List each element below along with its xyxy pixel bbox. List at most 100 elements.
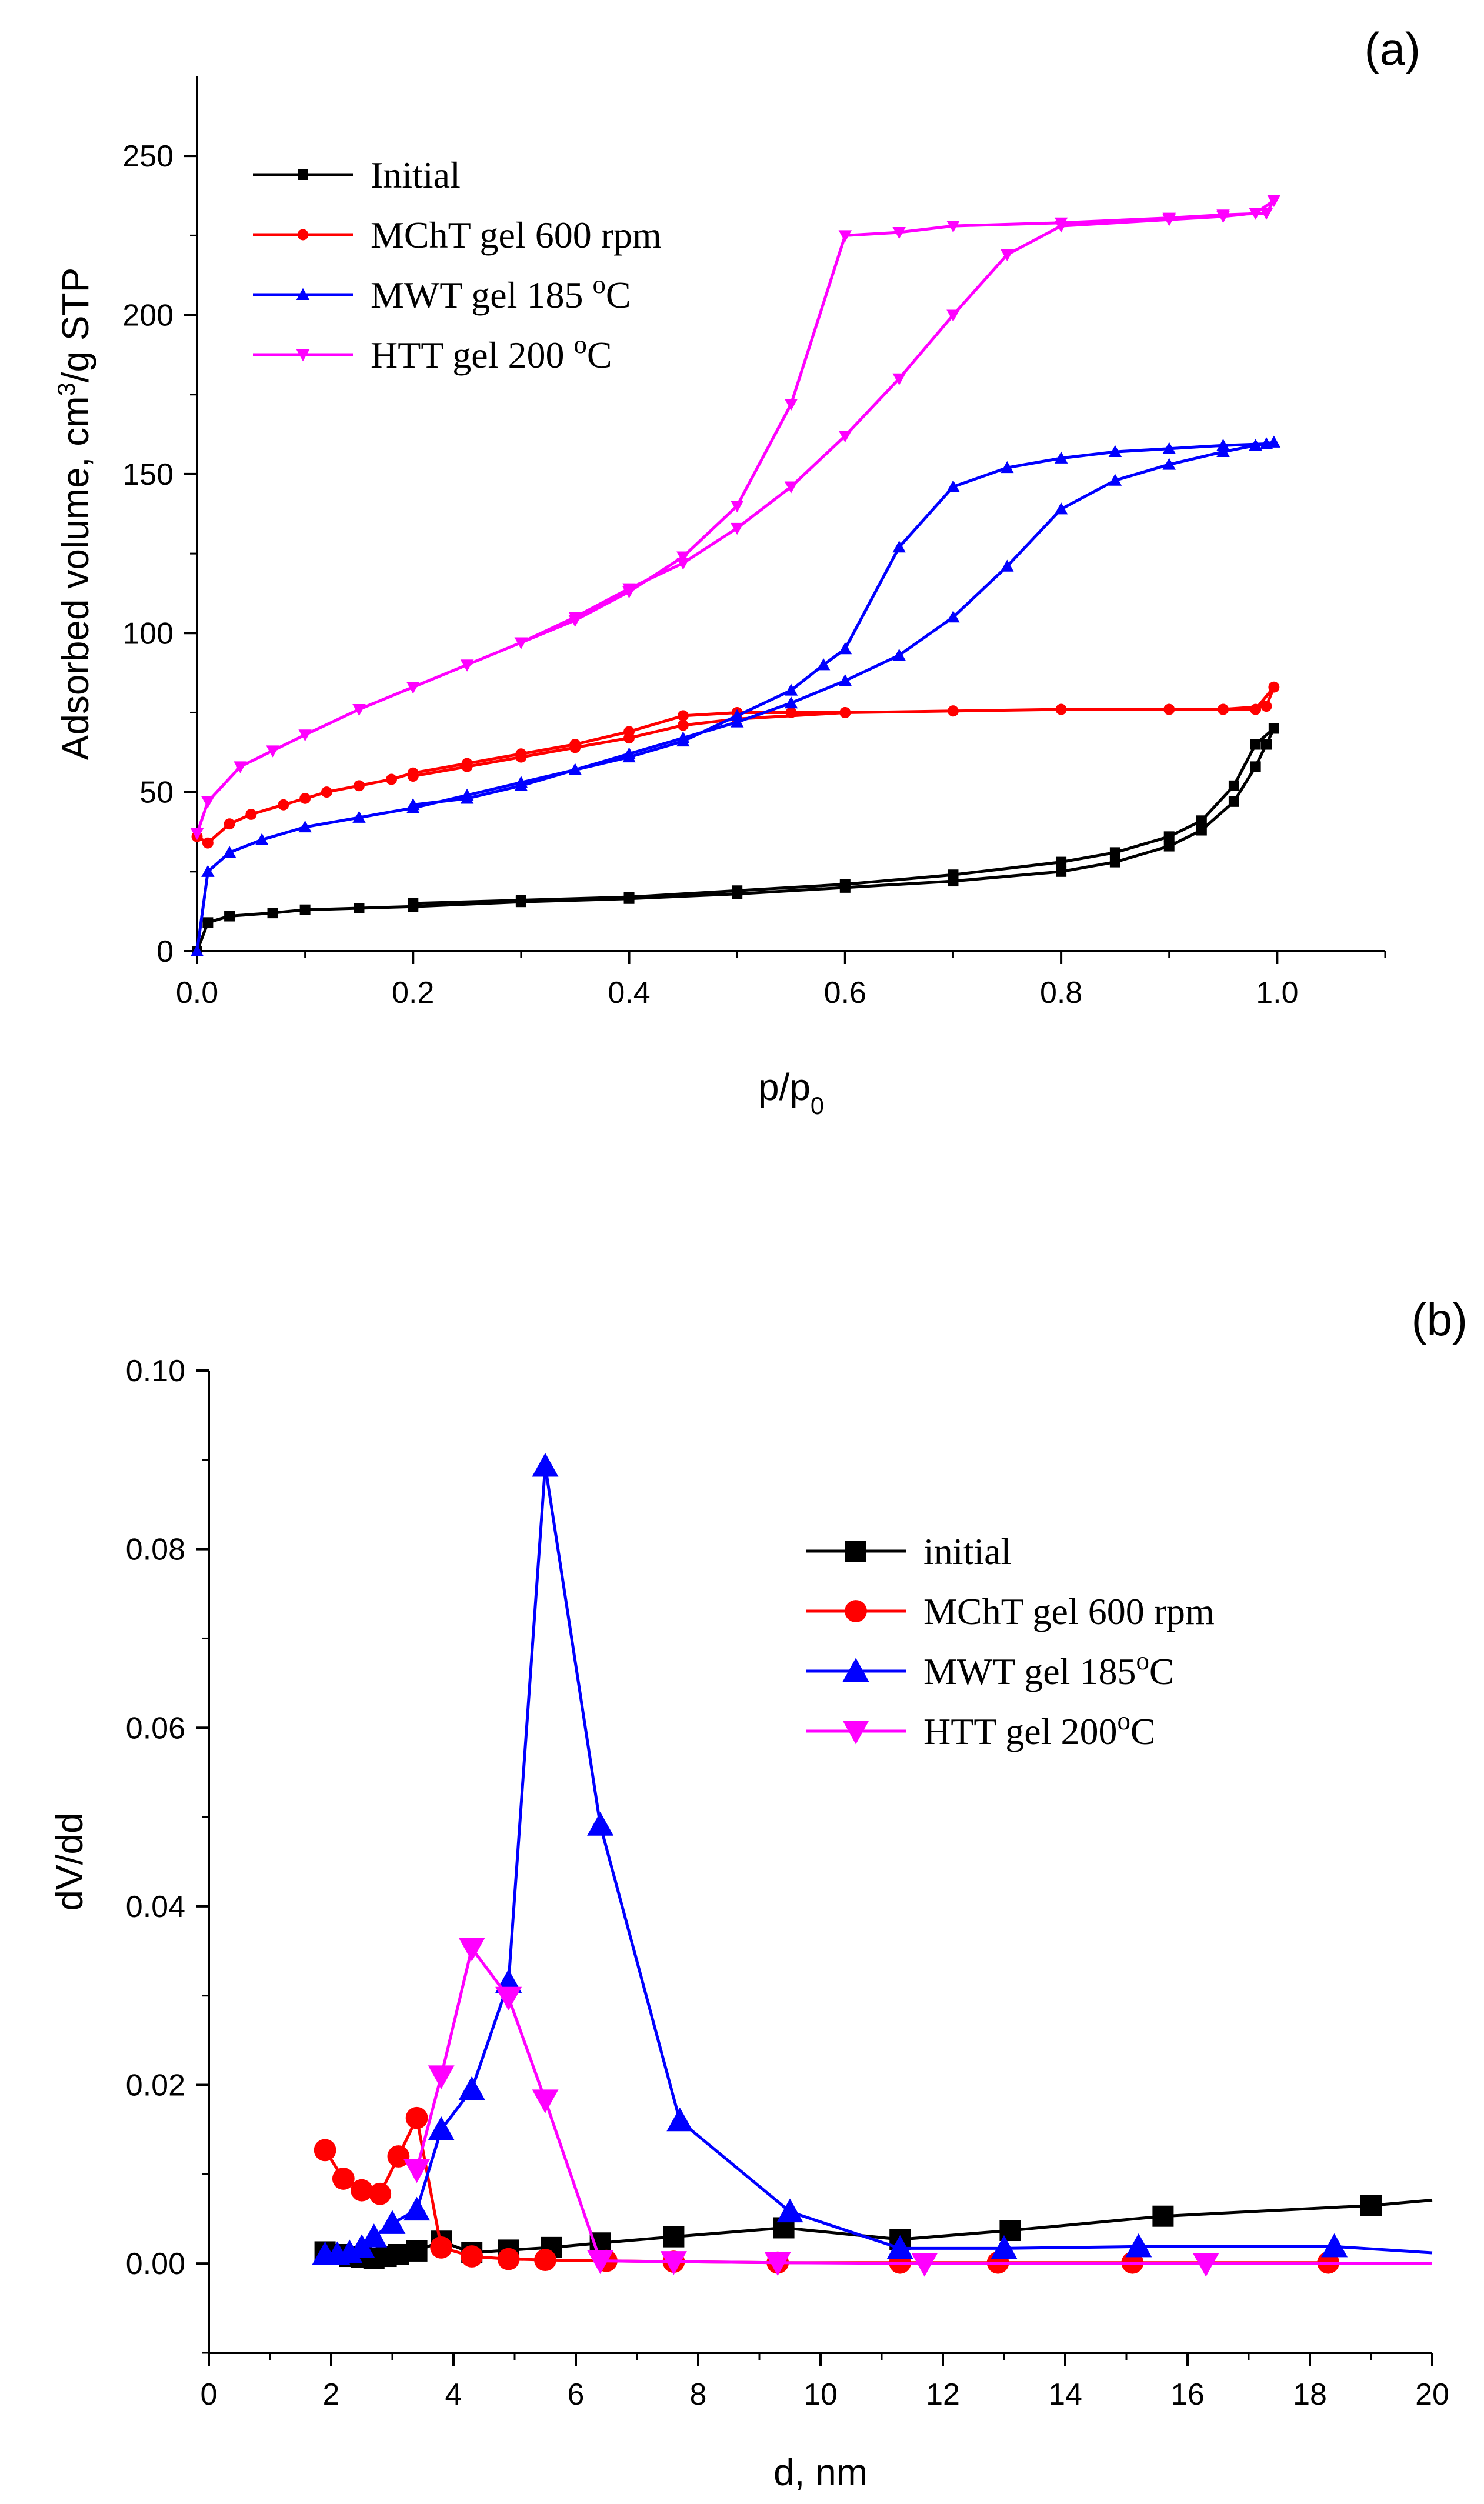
data-point — [568, 612, 582, 624]
series-mwt-gel-185oc — [312, 1452, 1433, 2265]
data-point — [677, 719, 689, 731]
data-point — [892, 226, 906, 239]
data-point — [428, 2116, 455, 2140]
data-point — [784, 696, 798, 709]
data-point — [1321, 2233, 1348, 2258]
data-point — [1108, 445, 1122, 458]
x-tick-label: 4 — [445, 2378, 462, 2412]
axes-b: 0.00 0.02 0.04 0.06 0.08 0.10 0 2 4 6 8 10 12 14 16 18 2… — [126, 1354, 1449, 2412]
data-point — [730, 709, 744, 721]
series-initial — [192, 723, 1279, 956]
data-point — [892, 373, 906, 385]
data-point — [1360, 2195, 1382, 2216]
data-point — [946, 221, 960, 233]
data-point — [1001, 559, 1014, 572]
data-point — [1268, 723, 1279, 734]
data-point — [495, 1986, 522, 2011]
data-point — [838, 674, 852, 686]
data-point — [354, 903, 365, 914]
panel-label: (b) — [1412, 1293, 1468, 1345]
legend-label: HTT gel 200oC — [923, 1706, 1156, 1752]
data-point — [299, 793, 311, 804]
data-point — [1216, 445, 1230, 458]
data-point — [514, 779, 528, 791]
y-tick-label: 0.02 — [126, 2069, 185, 2103]
data-point — [222, 846, 236, 858]
data-point — [784, 481, 798, 494]
data-point — [1163, 703, 1175, 715]
data-point — [666, 2107, 693, 2132]
data-point — [623, 732, 635, 744]
y-tick-label: 50 — [139, 776, 174, 810]
data-point — [732, 885, 743, 896]
data-point — [991, 2235, 1018, 2259]
data-point — [838, 642, 852, 655]
data-point — [388, 2244, 409, 2265]
data-point — [461, 761, 473, 772]
data-point — [569, 742, 581, 753]
data-point — [202, 917, 214, 928]
data-point — [1228, 780, 1239, 791]
data-point — [839, 879, 851, 890]
legend-b: initial MChT gel 600 rpm MWT gel 185oC HTT … — [806, 1531, 1215, 1752]
y-tick-label: 0.10 — [126, 1354, 185, 1388]
legend-marker — [842, 1658, 869, 1682]
data-point — [1196, 815, 1207, 826]
data-point — [515, 751, 527, 763]
y-tick-label: 0.04 — [126, 1890, 185, 1924]
data-point — [1054, 451, 1068, 464]
data-point — [622, 747, 636, 759]
y-tick-label: 150 — [122, 458, 174, 492]
data-point — [948, 705, 959, 717]
legend-marker — [296, 288, 310, 300]
data-point — [1054, 502, 1068, 515]
data-point — [361, 2223, 388, 2248]
data-point — [298, 820, 312, 833]
data-point — [1056, 866, 1067, 877]
data-point — [299, 904, 311, 915]
legend-a: Initial MChT gel 600 rpm MWT gel 185 oC HTT… — [253, 154, 662, 376]
legend-label: MWT gel 185 oC — [371, 269, 631, 316]
data-point — [202, 837, 214, 849]
data-point — [1250, 739, 1261, 750]
data-point — [663, 2226, 685, 2248]
data-point — [948, 869, 959, 881]
series-htt-gel-200oc — [403, 1938, 1432, 2277]
data-point — [776, 2198, 803, 2223]
data-point — [838, 230, 852, 242]
data-point — [677, 710, 689, 722]
data-point — [1228, 796, 1239, 807]
data-point — [405, 2106, 428, 2129]
data-point — [1056, 856, 1067, 868]
y-tick-label: 200 — [122, 299, 174, 333]
data-point — [458, 2076, 485, 2100]
data-point — [676, 558, 690, 570]
legend-marker — [298, 169, 308, 180]
data-point — [497, 2248, 520, 2270]
data-point — [352, 811, 366, 823]
data-point — [406, 798, 420, 811]
data-point — [911, 2253, 938, 2277]
y-tick-label: 0.08 — [126, 1533, 185, 1567]
data-point — [267, 908, 278, 919]
data-point — [1218, 703, 1229, 715]
x-tick-label: 0.2 — [392, 976, 434, 1010]
data-point — [1249, 208, 1262, 220]
data-point — [386, 773, 397, 785]
data-point — [354, 780, 365, 792]
data-point — [387, 2145, 410, 2168]
data-point — [730, 500, 744, 513]
x-tick-label: 0.8 — [1040, 976, 1082, 1010]
y-axis-title: dV/dd — [48, 1812, 91, 1910]
series-line — [195, 727, 1276, 952]
x-tick-label: 0.4 — [608, 976, 650, 1010]
legend-label: Initial — [371, 154, 461, 196]
data-point — [379, 2210, 406, 2234]
data-point — [534, 2249, 556, 2272]
data-point — [430, 2236, 453, 2259]
data-point — [255, 833, 269, 845]
data-point — [428, 2065, 455, 2089]
data-point — [730, 715, 744, 728]
